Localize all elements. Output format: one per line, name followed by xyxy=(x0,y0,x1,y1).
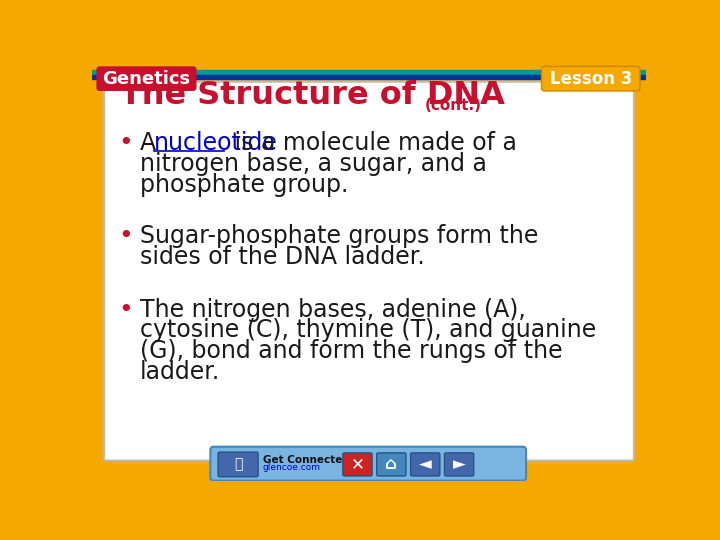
FancyBboxPatch shape xyxy=(210,447,526,481)
Bar xyxy=(92,70,647,75)
FancyBboxPatch shape xyxy=(377,453,406,476)
Text: is a molecule made of a: is a molecule made of a xyxy=(227,131,516,156)
Text: (cont.): (cont.) xyxy=(425,98,482,113)
Text: ►: ► xyxy=(453,455,465,474)
Text: sides of the DNA ladder.: sides of the DNA ladder. xyxy=(140,245,424,268)
Text: phosphate group.: phosphate group. xyxy=(140,173,348,197)
Text: Sugar-phosphate groups form the: Sugar-phosphate groups form the xyxy=(140,224,538,248)
Text: (G), bond and form the rungs of the: (G), bond and form the rungs of the xyxy=(140,339,562,363)
FancyBboxPatch shape xyxy=(541,66,640,91)
FancyBboxPatch shape xyxy=(410,453,440,476)
Text: glencoe.com: glencoe.com xyxy=(263,463,320,472)
Text: •: • xyxy=(118,224,132,248)
Text: The nitrogen bases, adenine (A),: The nitrogen bases, adenine (A), xyxy=(140,298,526,322)
Text: cytosine (C), thymine (T), and guanine: cytosine (C), thymine (T), and guanine xyxy=(140,319,595,342)
Text: nitrogen base, a sugar, and a: nitrogen base, a sugar, and a xyxy=(140,152,487,176)
Text: ⌂: ⌂ xyxy=(385,455,397,474)
Text: The Structure of DNA: The Structure of DNA xyxy=(120,80,505,111)
FancyBboxPatch shape xyxy=(96,66,197,91)
Text: A: A xyxy=(140,131,163,156)
Text: ladder.: ladder. xyxy=(140,360,220,384)
Text: ✕: ✕ xyxy=(351,455,364,474)
FancyBboxPatch shape xyxy=(444,453,474,476)
FancyBboxPatch shape xyxy=(218,452,258,477)
Text: Get Connected: Get Connected xyxy=(263,455,350,465)
Text: 💻: 💻 xyxy=(234,457,243,471)
Text: ◄: ◄ xyxy=(419,455,431,474)
Text: nucleotide: nucleotide xyxy=(154,131,278,156)
Text: Lesson 3: Lesson 3 xyxy=(549,70,632,87)
FancyBboxPatch shape xyxy=(343,453,372,476)
Bar xyxy=(92,75,647,79)
Text: Genetics: Genetics xyxy=(102,70,191,87)
Text: •: • xyxy=(118,298,132,322)
Text: •: • xyxy=(118,131,132,156)
FancyBboxPatch shape xyxy=(104,82,634,461)
